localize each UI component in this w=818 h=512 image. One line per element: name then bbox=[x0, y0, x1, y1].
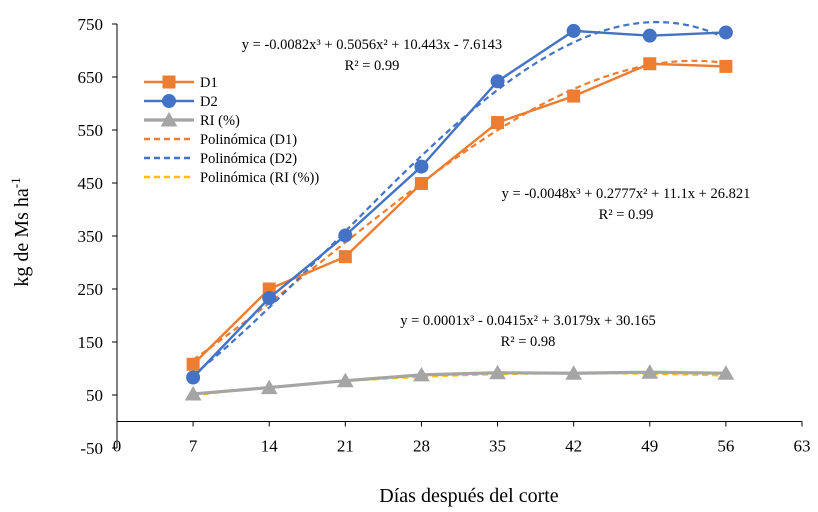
series-0-point bbox=[491, 116, 505, 130]
series-2-point bbox=[641, 364, 659, 379]
y-tick-label: -50 bbox=[80, 439, 103, 458]
y-tick-label: 550 bbox=[78, 121, 104, 140]
legend-label: D1 bbox=[200, 75, 218, 91]
r2-ri: R² = 0.98 bbox=[501, 334, 556, 350]
series-line-1 bbox=[192, 29, 726, 379]
legend-marker bbox=[162, 75, 176, 89]
series-2-point bbox=[260, 379, 278, 395]
series-0-point bbox=[643, 57, 657, 71]
x-tick-label: 56 bbox=[717, 437, 734, 456]
series-0-point bbox=[186, 357, 200, 371]
y-tick-label: 350 bbox=[78, 227, 104, 246]
legend-marker bbox=[162, 94, 176, 108]
x-tick-label: 21 bbox=[337, 437, 354, 456]
x-tick-label: 63 bbox=[794, 437, 811, 456]
series-1-point bbox=[262, 291, 277, 306]
equation-d1: y = -0.0048x³ + 0.2777x² + 11.1x + 26.82… bbox=[502, 186, 751, 202]
legend-label: Polinómica (RI (%)) bbox=[200, 170, 319, 186]
legend-label: Polinómica (D2) bbox=[200, 151, 297, 167]
series-0-point bbox=[338, 250, 352, 264]
series-1-point bbox=[718, 25, 733, 40]
x-tick-label: 14 bbox=[261, 437, 279, 456]
x-tick-label: 49 bbox=[641, 437, 658, 456]
trendline-0 bbox=[192, 59, 727, 361]
axes: -50 50 150 250 350 450 550 650 750 0 7 14 21 28 35 42 49… bbox=[78, 15, 811, 458]
y-axis-title-sup: -1 bbox=[8, 177, 23, 188]
series-1-point bbox=[414, 159, 429, 174]
series-2-point bbox=[184, 385, 202, 401]
trendline-1 bbox=[192, 20, 727, 377]
equation-d2: y = -0.0082x³ + 0.5056x² + 10.443x - 7.6… bbox=[242, 37, 502, 53]
legend-label: RI (%) bbox=[200, 113, 240, 129]
x-tick-label: 35 bbox=[489, 437, 506, 456]
x-tick-label: 42 bbox=[565, 437, 582, 456]
series-1-point bbox=[490, 74, 505, 89]
equation-ri: y = 0.0001x³ - 0.0415x² + 3.0179x + 30.1… bbox=[400, 313, 656, 329]
y-tick-label: 650 bbox=[78, 68, 104, 87]
series-2-point bbox=[717, 365, 735, 380]
y-tick-label: 250 bbox=[78, 280, 104, 299]
series-line-0 bbox=[192, 62, 726, 366]
series-1-point bbox=[566, 23, 581, 38]
series-line-2 bbox=[192, 370, 726, 396]
legend-label: Polinómica (D1) bbox=[200, 132, 297, 148]
legend: D1 D2 RI (%) Polinómica (D1) Polinómica (D2)… bbox=[144, 75, 319, 186]
series-2-point bbox=[413, 366, 430, 382]
series-2-point bbox=[336, 372, 354, 388]
series-2-point bbox=[565, 365, 583, 380]
series-1-point bbox=[338, 228, 353, 243]
equation-layer: y = -0.0082x³ + 0.5056x² + 10.443x - 7.6… bbox=[242, 37, 751, 350]
x-tick-label: 0 bbox=[113, 437, 122, 456]
r2-d1: R² = 0.99 bbox=[599, 207, 654, 223]
series-0-point bbox=[719, 59, 733, 73]
y-tick-label: 50 bbox=[86, 386, 103, 405]
y-tick-label: 150 bbox=[78, 333, 104, 352]
series-2-point bbox=[489, 364, 506, 380]
series-1-point bbox=[642, 28, 657, 43]
legend-marker bbox=[160, 111, 178, 127]
series-layer bbox=[184, 23, 735, 401]
series-1-point bbox=[186, 370, 201, 385]
x-axis-title: Días después del corte bbox=[379, 485, 559, 507]
y-tick-label: 750 bbox=[78, 15, 104, 34]
series-0-point bbox=[567, 89, 581, 103]
x-tick-label: 7 bbox=[189, 437, 198, 456]
y-axis-title: kg de Ms ha-1 bbox=[8, 177, 33, 286]
y-axis-title-main: kg de Ms ha bbox=[11, 188, 33, 286]
x-tick-label: 28 bbox=[413, 437, 430, 456]
series-0-point bbox=[414, 177, 428, 191]
y-tick-label: 450 bbox=[78, 174, 104, 193]
legend-label: D2 bbox=[200, 94, 218, 110]
r2-d2: R² = 0.99 bbox=[345, 58, 400, 74]
